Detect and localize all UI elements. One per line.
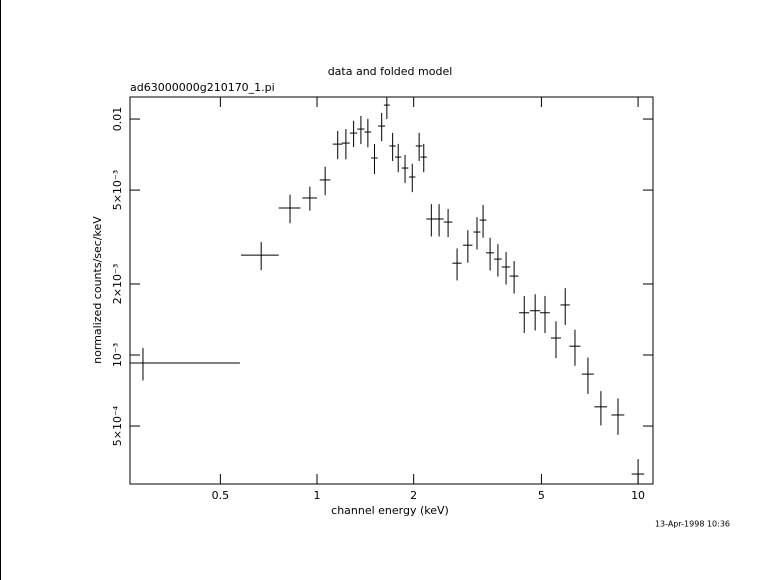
y-tick-label: 5×10⁻⁴ xyxy=(111,405,124,446)
timestamp: 13-Apr-1998 10:36 xyxy=(655,520,730,529)
y-tick-label: 10⁻³ xyxy=(111,343,124,367)
data-layer xyxy=(130,97,645,484)
chart-subtitle: ad63000000g210170_1.pi xyxy=(130,81,275,94)
plot-frame xyxy=(129,96,654,485)
x-tick-label: 0.5 xyxy=(212,489,230,502)
y-tick-label: 2×10⁻³ xyxy=(111,264,124,304)
x-tick-label: 5 xyxy=(538,489,545,502)
y-tick-label: 5×10⁻³ xyxy=(111,170,124,210)
chart-title: data and folded model xyxy=(328,65,453,78)
x-tick-label: 1 xyxy=(314,489,321,502)
x-tick-label: 2 xyxy=(410,489,417,502)
x-axis-label: channel energy (keV) xyxy=(331,504,449,517)
x-tick-label: 10 xyxy=(631,489,645,502)
y-tick-label: 0.01 xyxy=(111,107,124,132)
y-axis-label: normalized counts/sec/keV xyxy=(91,216,104,364)
